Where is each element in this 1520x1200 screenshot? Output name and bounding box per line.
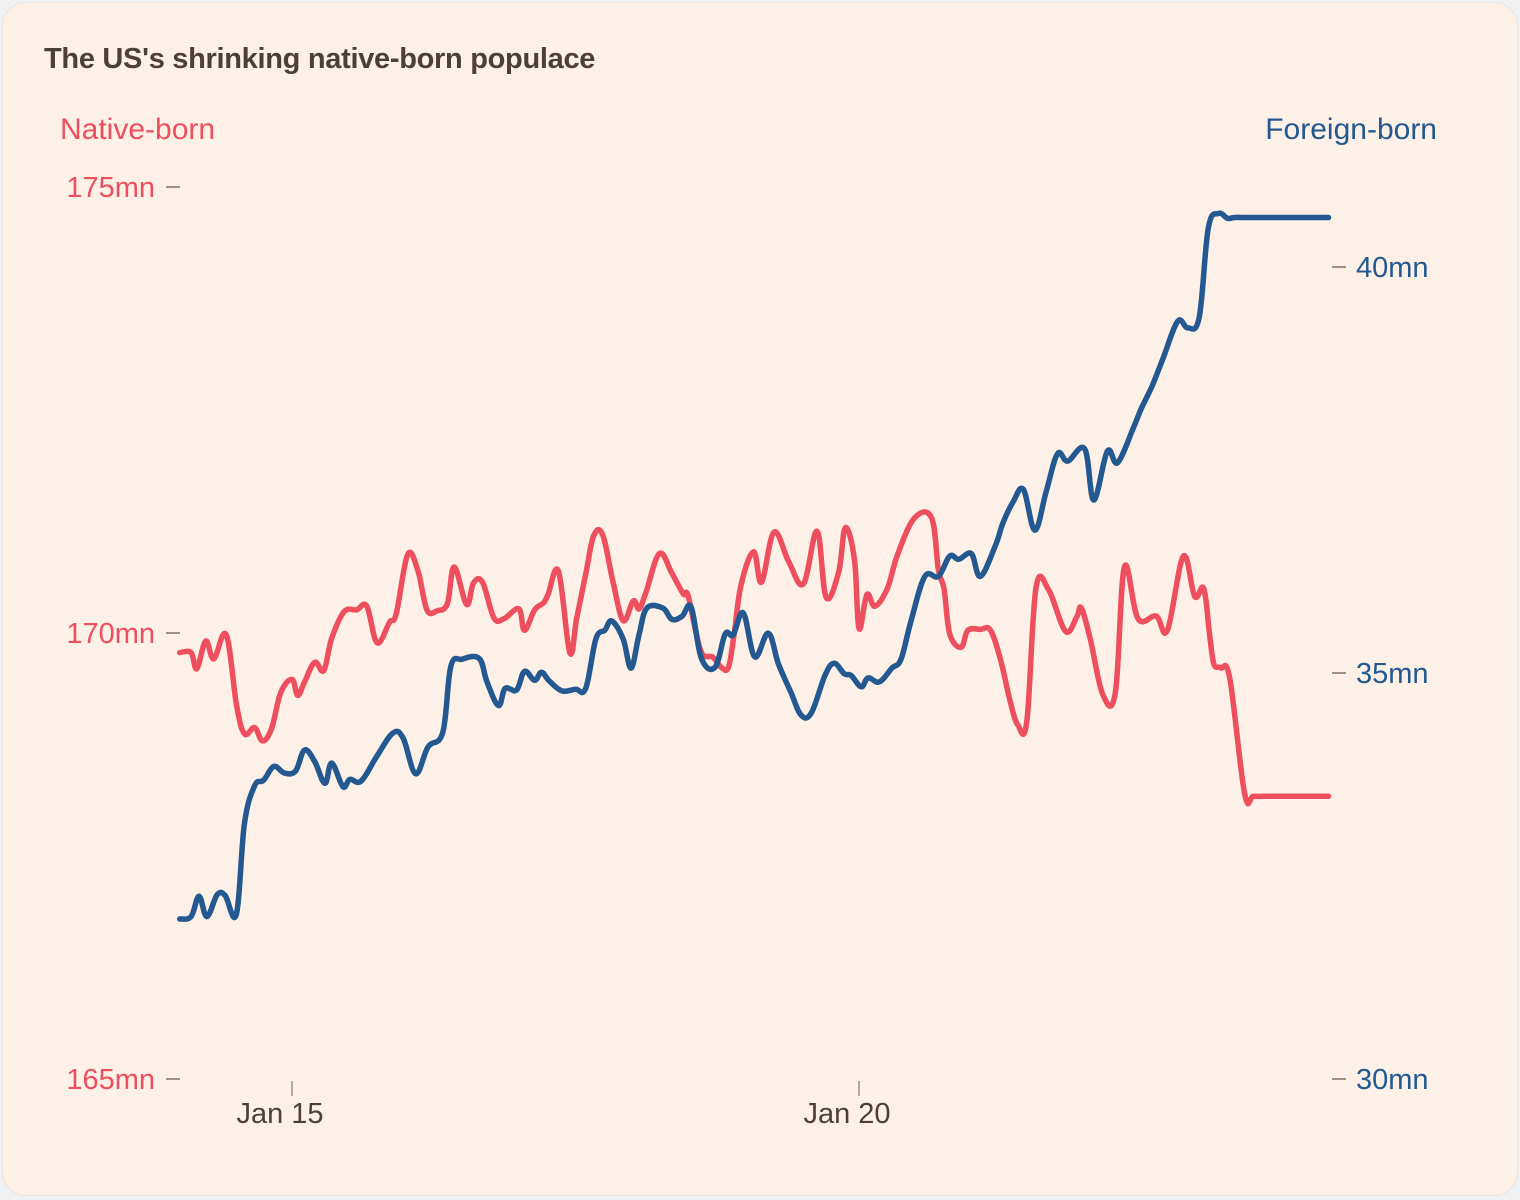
left-axis-tick-label: 175mn xyxy=(66,172,155,204)
x-axis-tick-label: Jan 20 xyxy=(803,1098,890,1130)
right-axis-tick-label: 35mn xyxy=(1356,658,1429,690)
foreign-born-line xyxy=(176,210,1332,922)
native-born-line xyxy=(176,509,1332,807)
left-axis-tick-label: 165mn xyxy=(66,1064,155,1096)
right-axis-tick-label: 40mn xyxy=(1356,252,1429,284)
right-axis-label: Foreign-born xyxy=(1265,113,1437,146)
left-axis-label: Native-born xyxy=(60,113,216,146)
right-axis-tick-label: 30mn xyxy=(1356,1064,1429,1096)
left-axis-tick-label: 170mn xyxy=(66,618,155,650)
chart-title: The US's shrinking native-born populace xyxy=(44,43,596,75)
x-axis-tick-label: Jan 15 xyxy=(236,1098,323,1130)
